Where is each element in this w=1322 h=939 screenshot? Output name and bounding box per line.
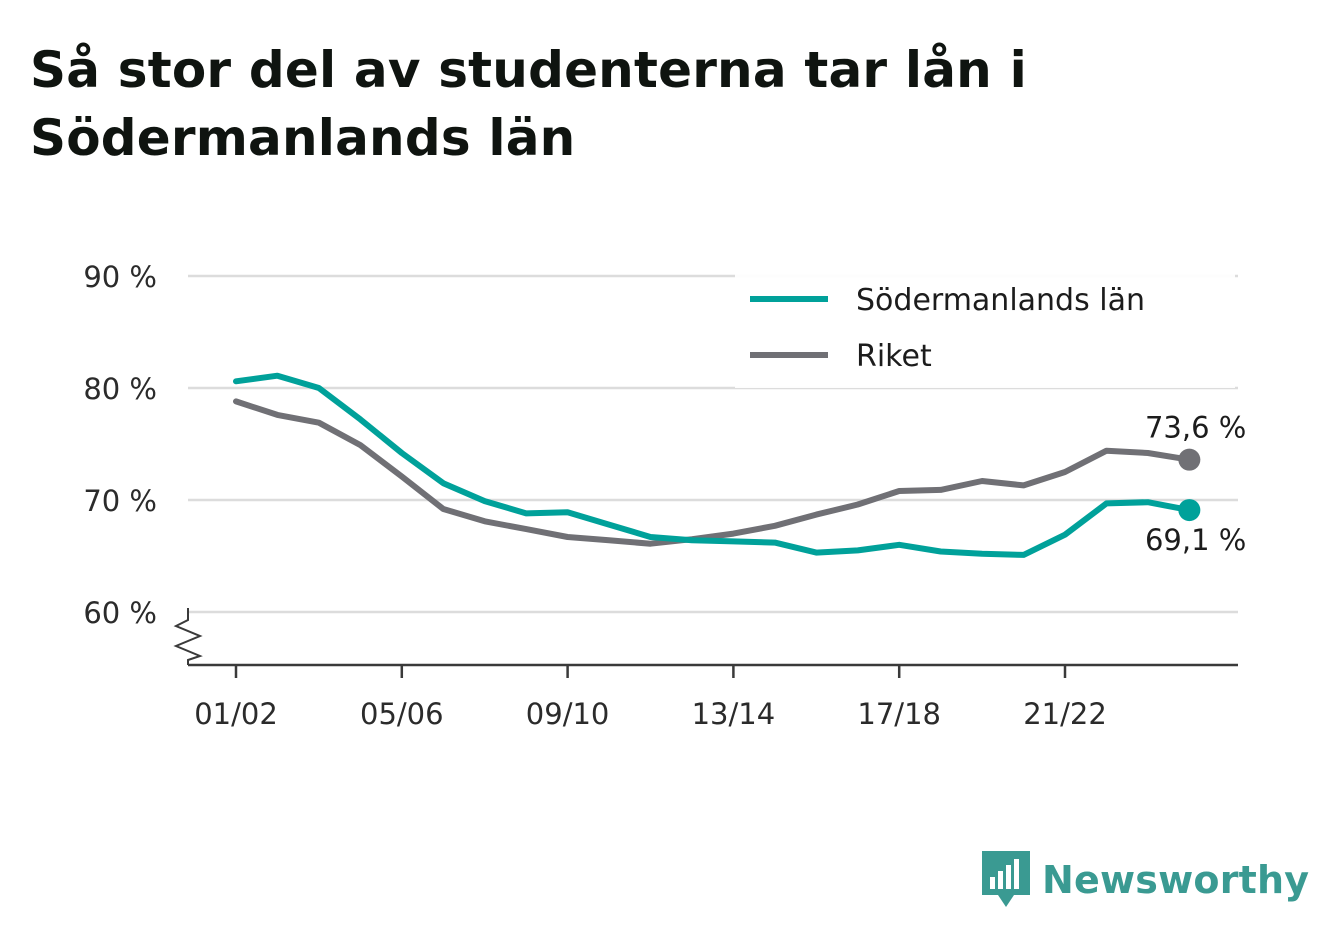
x-tick-label: 13/14 (692, 697, 776, 731)
x-tick-label: 01/02 (194, 697, 278, 731)
series-lines (233, 372, 1201, 558)
x-tick-label: 05/06 (360, 697, 444, 731)
x-tick-label: 17/18 (857, 697, 941, 731)
end-labels: 73,6 % 69,1 % (1145, 411, 1246, 557)
legend: Södermanlands län Riket (735, 272, 1235, 388)
chart-title: Så stor del av studenterna tar lån i Söd… (30, 41, 1027, 167)
series-line (233, 372, 1193, 558)
y-tick-label: 80 % (83, 372, 157, 406)
y-tick-label: 60 % (83, 596, 157, 630)
series-line (233, 398, 1193, 547)
y-tick-label: 70 % (83, 484, 157, 518)
newsworthy-logo-icon (982, 851, 1030, 907)
end-point (1178, 499, 1201, 522)
axis-break-mark (173, 608, 203, 665)
legend-label: Södermanlands län (856, 283, 1145, 318)
x-tick-label: 21/22 (1023, 697, 1107, 731)
end-point (1178, 448, 1201, 471)
legend-box (735, 272, 1235, 388)
end-label: 73,6 % (1145, 411, 1246, 445)
y-axis-ticks: 60 % 70 % 80 % 90 % (83, 260, 157, 630)
x-axis: 01/02 05/06 09/10 13/14 17/18 21/22 (173, 608, 1238, 731)
brand-name: Newsworthy (1042, 858, 1310, 902)
legend-label: Riket (856, 339, 932, 374)
end-label: 69,1 % (1145, 523, 1246, 557)
brand-logo: Newsworthy (980, 848, 1309, 912)
x-tick-label: 09/10 (526, 697, 610, 731)
y-tick-label: 90 % (83, 260, 157, 294)
